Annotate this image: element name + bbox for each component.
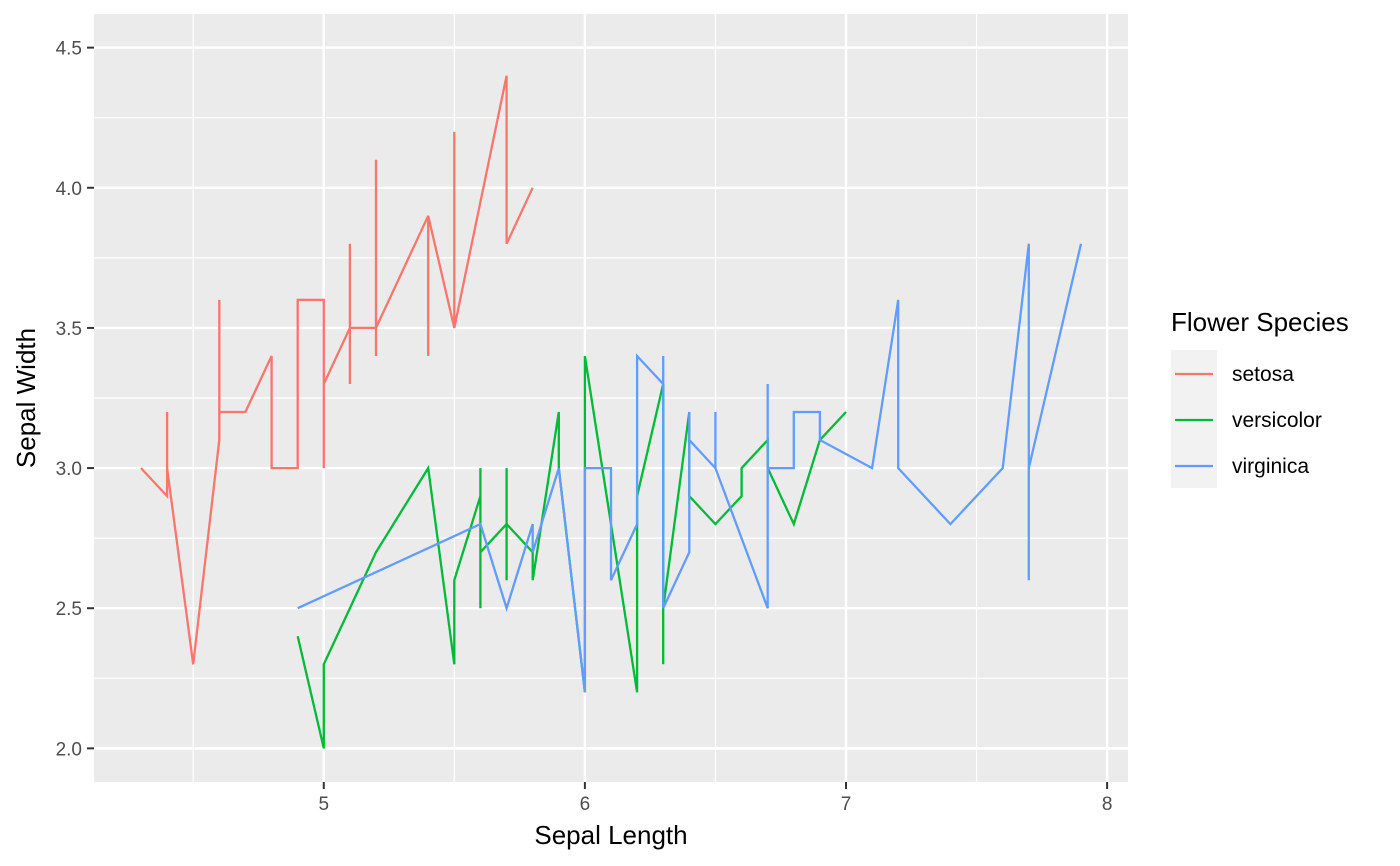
legend-title: Flower Species — [1171, 307, 1349, 337]
x-axis: 5 6 7 8 — [318, 782, 1112, 815]
x-axis-title: Sepal Length — [534, 820, 687, 850]
legend-label-virginica: virginica — [1232, 455, 1309, 478]
x-tick-label-1: 6 — [580, 794, 591, 815]
y-axis-title: Sepal Width — [11, 328, 41, 468]
x-tick-label-2: 7 — [841, 794, 852, 815]
series-line-virginica — [297, 243, 1083, 693]
legend-label-setosa: setosa — [1232, 363, 1294, 386]
y-tick-label-1: 2.5 — [56, 599, 82, 620]
series-layer — [140, 75, 1083, 749]
legend-label-versicolor: versicolor — [1232, 409, 1322, 432]
y-tick-label-5: 4.5 — [56, 39, 82, 60]
legend-items: setosa versicolor virginica — [1171, 350, 1322, 488]
series-line-versicolor — [296, 355, 847, 749]
y-tick-label-3: 3.5 — [56, 319, 82, 340]
legend: Flower Species setosa versicolor virginica — [1171, 307, 1349, 488]
y-tick-label-0: 2.0 — [56, 739, 82, 760]
y-tick-label-4: 4.0 — [56, 179, 82, 200]
y-axis: 2.0 2.5 3.0 3.5 4.0 4.5 — [56, 39, 94, 760]
y-tick-label-2: 3.0 — [56, 459, 82, 480]
x-tick-label-3: 8 — [1102, 794, 1113, 815]
x-tick-label-0: 5 — [318, 794, 329, 815]
series-line-setosa — [140, 75, 534, 665]
